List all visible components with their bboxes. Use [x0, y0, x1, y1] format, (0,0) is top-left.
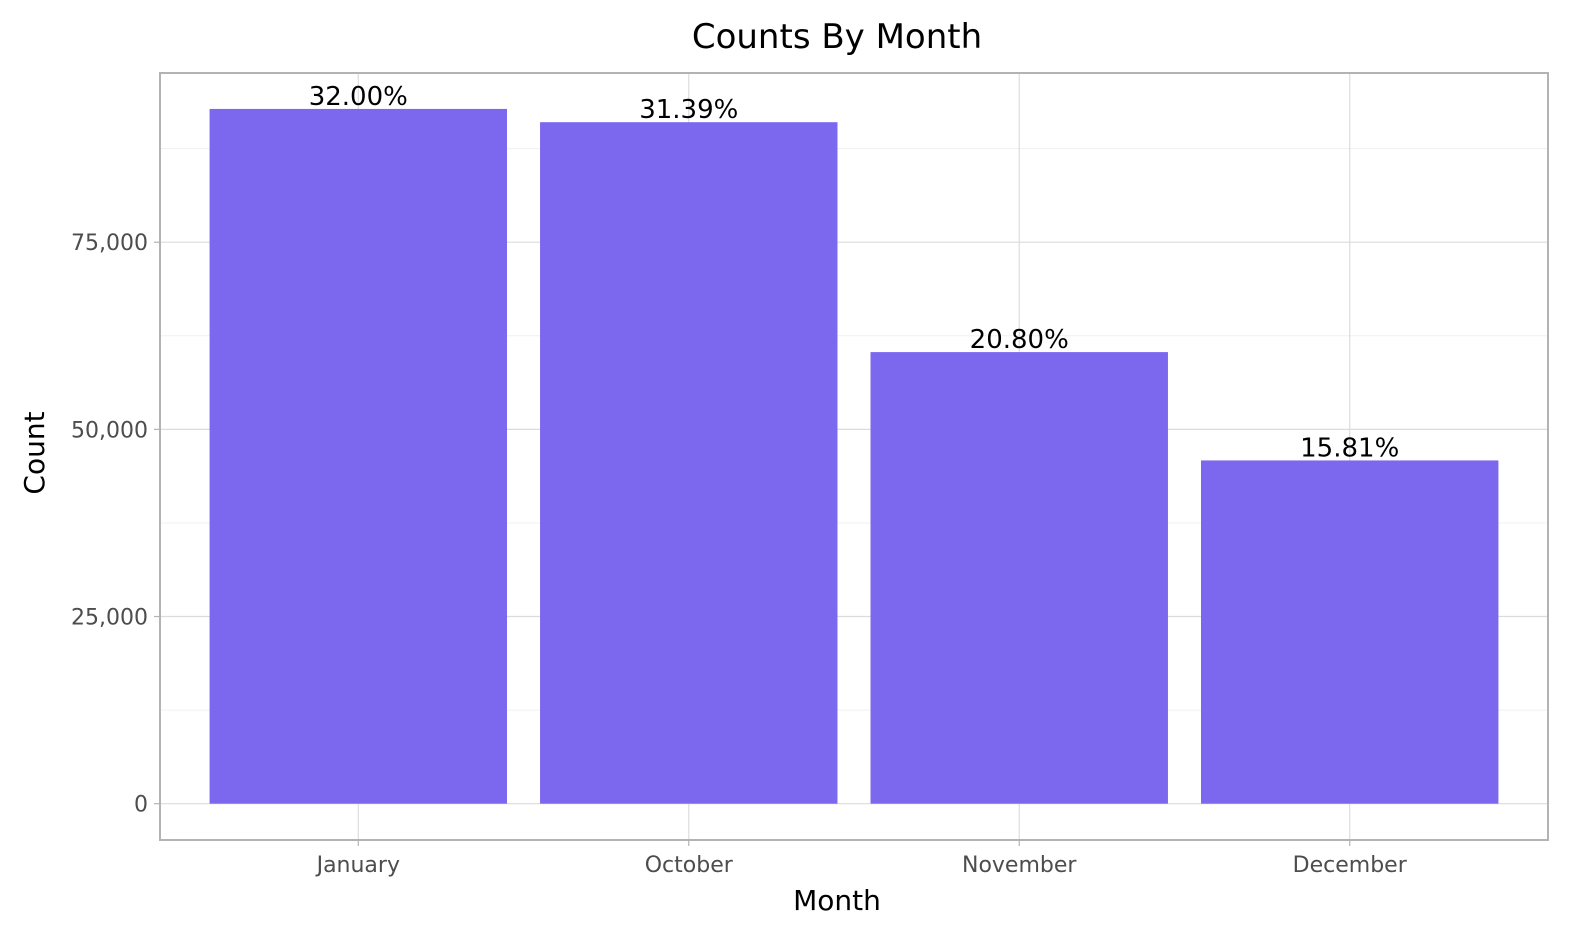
bar-november — [870, 352, 1168, 804]
data-label-october: 31.39% — [639, 95, 738, 125]
bar-october — [540, 122, 838, 804]
x-tick-label: November — [962, 853, 1077, 878]
data-labels: 32.00% 31.39% 20.80% 15.81% — [309, 82, 1400, 463]
bar-december — [1201, 460, 1499, 804]
y-tick-label: 25,000 — [71, 606, 148, 631]
bar-january — [209, 108, 508, 804]
y-tick-label: 75,000 — [71, 231, 148, 256]
x-axis-title: Month — [793, 884, 881, 917]
y-tick-label: 0 — [134, 793, 148, 818]
x-tick-label: January — [315, 853, 400, 878]
y-axis-title: Count — [18, 411, 51, 494]
x-tick-label: December — [1293, 853, 1408, 878]
data-label-january: 32.00% — [309, 82, 408, 112]
plot-panel — [159, 72, 1549, 841]
data-label-november: 20.80% — [970, 325, 1069, 355]
bars — [209, 108, 1499, 804]
y-axis: 0 25,000 50,000 75,000 — [71, 231, 160, 818]
y-tick-label: 50,000 — [71, 418, 148, 443]
x-tick-label: October — [645, 853, 734, 878]
chart-title: Counts By Month — [692, 17, 982, 57]
data-label-december: 15.81% — [1300, 433, 1399, 463]
x-axis: January October November December — [315, 840, 1408, 878]
